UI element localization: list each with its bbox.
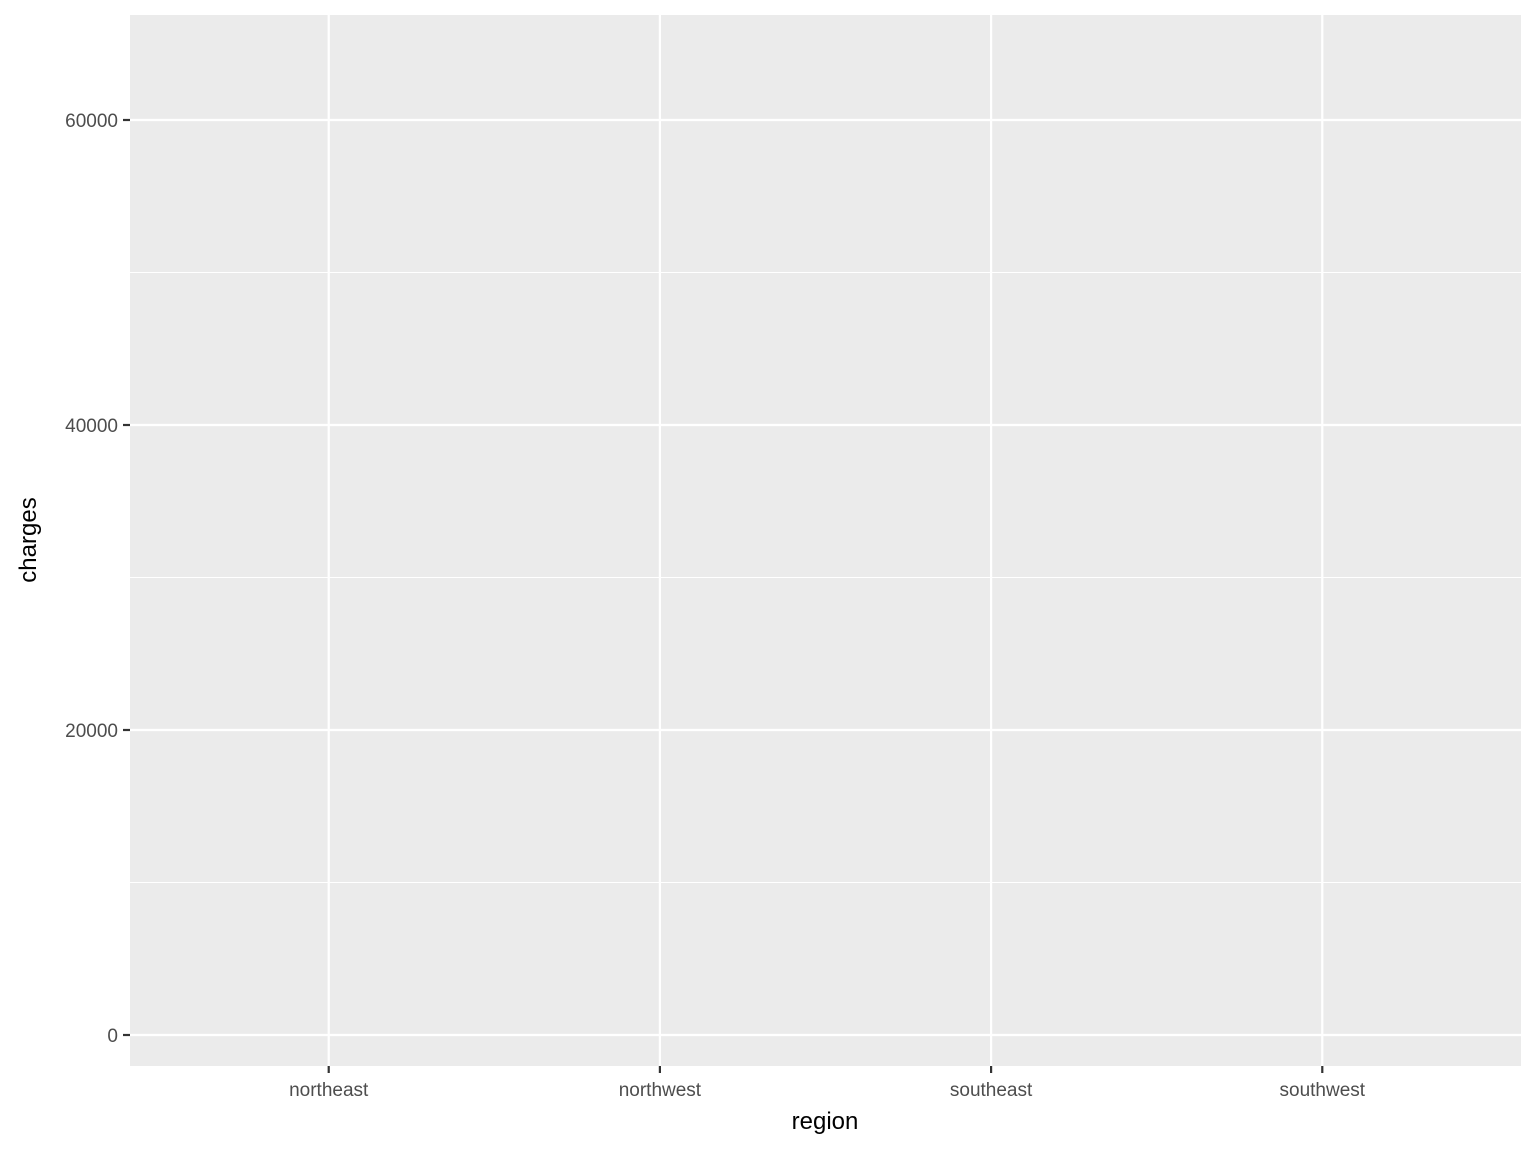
x-tick-label: southeast: [950, 1080, 1033, 1101]
x-axis-title: region: [792, 1108, 859, 1135]
y-tick-label: 60000: [65, 111, 118, 132]
major-gridlines: [130, 15, 1521, 1066]
y-axis: 0 20000 40000 60000: [65, 111, 130, 1047]
minor-gridlines: [130, 271, 1521, 884]
y-tick-label: 40000: [65, 416, 118, 437]
x-tick-label: northeast: [289, 1080, 369, 1101]
x-tick-label: southwest: [1280, 1080, 1366, 1101]
x-axis: northeast northwest southeast southwest: [289, 1066, 1366, 1101]
y-axis-title: charges: [15, 497, 42, 582]
y-tick-label: 20000: [65, 721, 118, 742]
plot-panel: [130, 15, 1521, 1066]
y-tick-label: 0: [107, 1026, 118, 1047]
x-tick-label: northwest: [619, 1080, 702, 1101]
